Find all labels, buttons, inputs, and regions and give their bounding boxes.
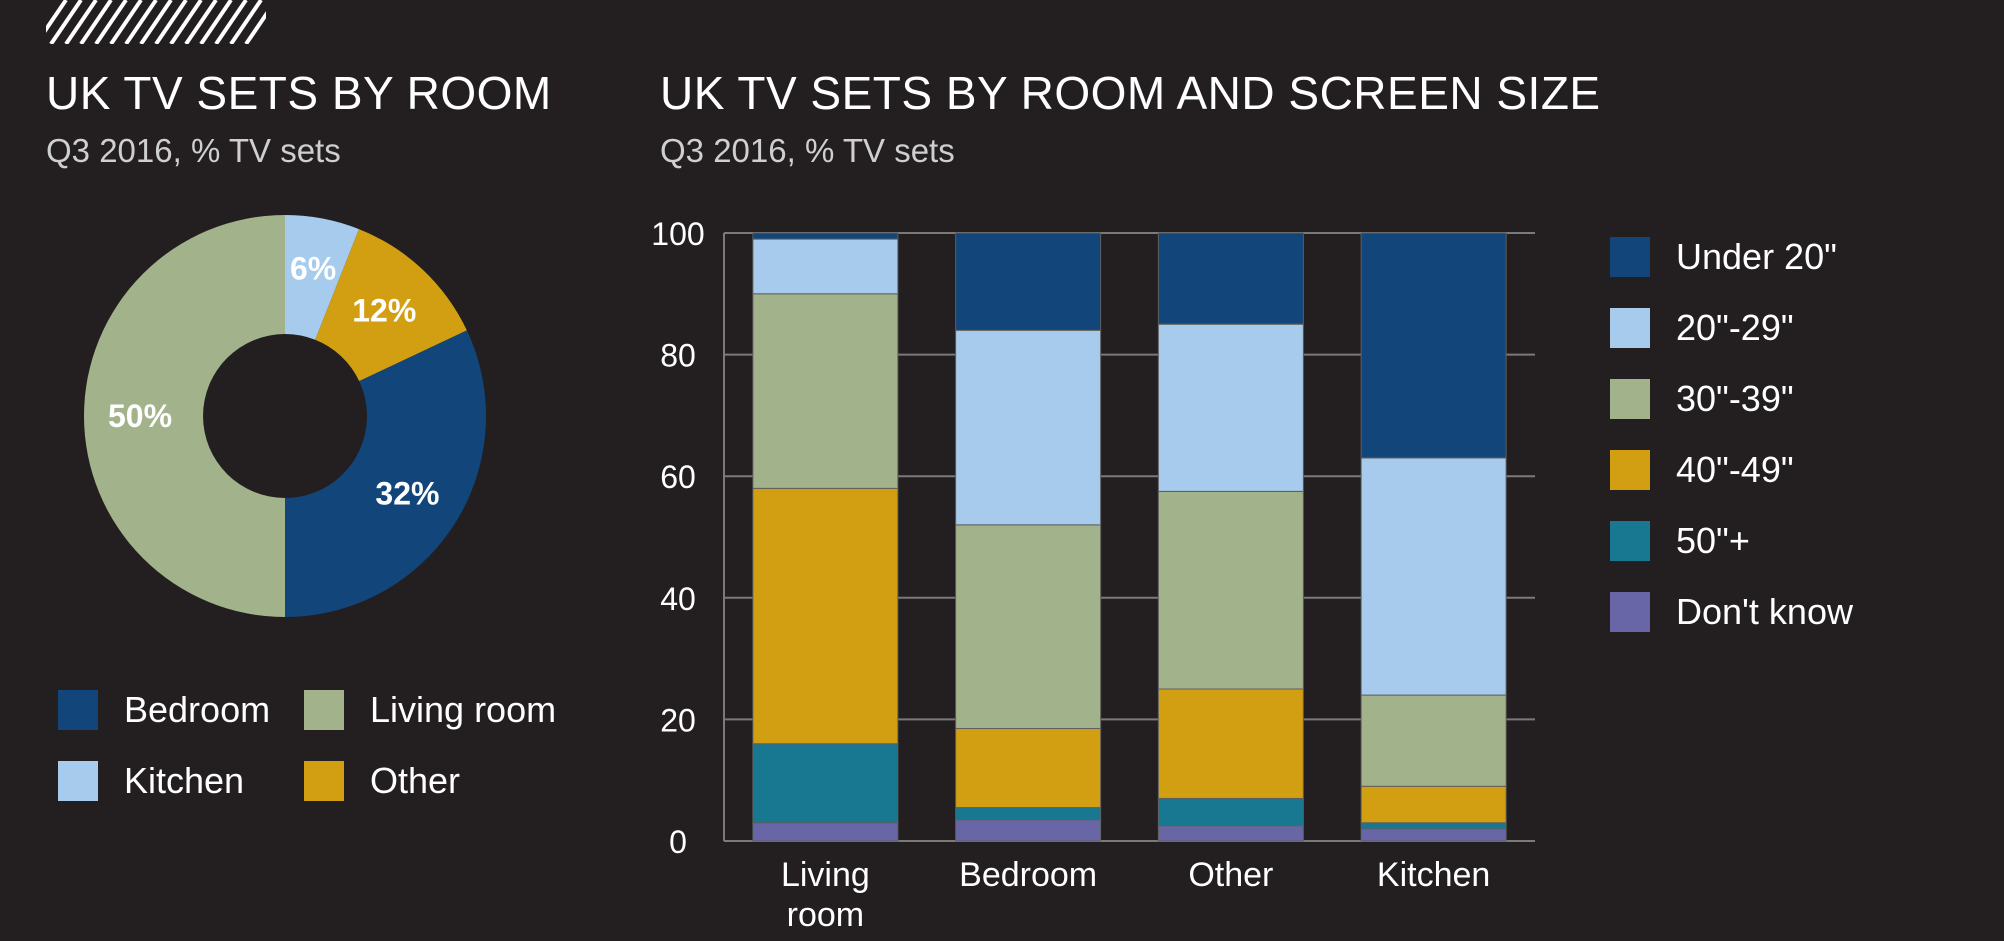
legend-item-40-49: 40"-49" (1610, 449, 1794, 490)
donut-chart: 6% 12% 32% 50% (84, 215, 486, 617)
bar-segment-other-50 (1157, 797, 1304, 827)
bar-segment-kitchen-don-t-know (1360, 828, 1507, 842)
donut-slice-living-room (84, 215, 285, 617)
hatch-decoration (46, 0, 266, 44)
bar-segment-bedroom-40-49 (955, 728, 1102, 809)
y-tick-label: 0 (669, 824, 687, 860)
y-tick-label: 20 (660, 702, 696, 738)
bar-segment-kitchen-40-49 (1360, 785, 1507, 824)
donut-label-kitchen: 6% (290, 251, 336, 287)
legend-item-kitchen: Kitchen (58, 760, 245, 801)
legend-label: Under 20" (1676, 236, 1837, 277)
y-tick-label: 80 (660, 338, 696, 374)
donut-label-other: 12% (352, 292, 416, 328)
donut-slice-other (315, 229, 467, 382)
bar-segment-other-40-49 (1157, 688, 1304, 799)
bar-segment-kitchen-50 (1360, 822, 1507, 830)
bar-segment-living-room-20-29 (752, 238, 899, 295)
bar-segment-kitchen-30-39 (1360, 694, 1507, 787)
bar-segment-living-room-50 (752, 743, 899, 824)
legend-label: Living room (370, 689, 557, 730)
left-chart-subtitle: Q3 2016, % TV sets (46, 132, 341, 169)
legend-item-living-room: Living room (304, 689, 557, 730)
donut-slice-kitchen (285, 215, 359, 340)
legend-label: Don't know (1676, 591, 1853, 632)
legend-item-under-20: Under 20" (1610, 236, 1837, 277)
donut-label-living-room: 50% (108, 398, 172, 434)
bar-segment-living-room-30-39 (752, 293, 899, 489)
x-tick-label: Living (781, 856, 870, 894)
legend-label: Bedroom (124, 689, 271, 730)
x-tick-label: room (787, 896, 864, 934)
bar-segment-kitchen-under-20 (1360, 232, 1507, 459)
legend-swatch (1610, 237, 1650, 277)
legend-swatch (1610, 521, 1650, 561)
legend-swatch (1610, 592, 1650, 632)
legend-label: 20"-29" (1676, 307, 1794, 348)
legend-label: Other (370, 760, 461, 801)
y-tick-label: 60 (660, 459, 696, 495)
bar-segment-other-don-t-know (1157, 825, 1304, 842)
legend-item-bedroom: Bedroom (58, 689, 271, 730)
bar-segment-bedroom-don-t-know (955, 819, 1102, 842)
legend-swatch (304, 690, 344, 730)
legend-item-20-29: 20"-29" (1610, 307, 1794, 348)
x-tick-label: Bedroom (959, 856, 1097, 894)
y-tick-label: 40 (660, 581, 696, 617)
bar-segment-bedroom-50 (955, 807, 1102, 821)
legend-item-30-39: 30"-39" (1610, 378, 1794, 419)
left-chart-title: UK TV SETS BY ROOM (46, 67, 552, 119)
bar-segment-other-20-29 (1157, 323, 1304, 492)
bar-segment-living-room-don-t-know (752, 822, 899, 842)
bar-segment-other-under-20 (1157, 232, 1304, 325)
legend-label: 40"-49" (1676, 449, 1794, 490)
x-tick-label: Other (1188, 856, 1273, 894)
legend-swatch (304, 761, 344, 801)
bar-segment-kitchen-20-29 (1360, 457, 1507, 696)
legend-swatch (1610, 379, 1650, 419)
x-tick-label: Kitchen (1377, 856, 1490, 894)
bar-segment-bedroom-30-39 (955, 524, 1102, 730)
right-chart-subtitle: Q3 2016, % TV sets (660, 132, 955, 169)
legend-label: 50"+ (1676, 520, 1750, 561)
right-chart-title: UK TV SETS BY ROOM AND SCREEN SIZE (660, 67, 1601, 119)
donut-slice-bedroom (285, 330, 486, 617)
legend-swatch (1610, 308, 1650, 348)
legend-label: Kitchen (124, 760, 245, 801)
legend-swatch (58, 690, 98, 730)
legend-swatch (58, 761, 98, 801)
legend-item-50: 50"+ (1610, 520, 1750, 561)
bar-segment-living-room-under-20 (752, 232, 899, 240)
bar-segment-living-room-40-49 (752, 487, 899, 745)
bar-segment-bedroom-under-20 (955, 232, 1102, 331)
legend-swatch (1610, 450, 1650, 490)
legend-item-other: Other (304, 760, 461, 801)
donut-label-bedroom: 32% (375, 476, 439, 512)
y-tick-label: 100 (651, 216, 704, 252)
legend-item-don-t-know: Don't know (1610, 591, 1853, 632)
bar-segment-other-30-39 (1157, 490, 1304, 690)
bar-segment-bedroom-20-29 (955, 329, 1102, 526)
legend-label: 30"-39" (1676, 378, 1794, 419)
